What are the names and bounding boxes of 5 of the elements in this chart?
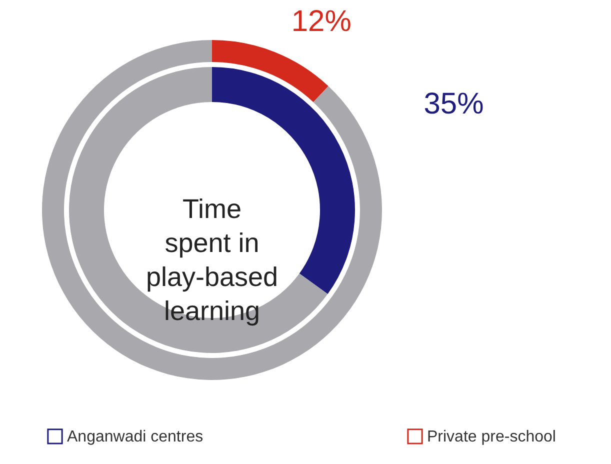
legend-label: Anganwadi centres: [67, 428, 204, 446]
data-label: 12%: [291, 5, 352, 38]
data-label: 35%: [424, 88, 484, 121]
legend-label: Private pre-school: [427, 428, 556, 446]
text: Time spent in play-based learning: [146, 194, 278, 326]
